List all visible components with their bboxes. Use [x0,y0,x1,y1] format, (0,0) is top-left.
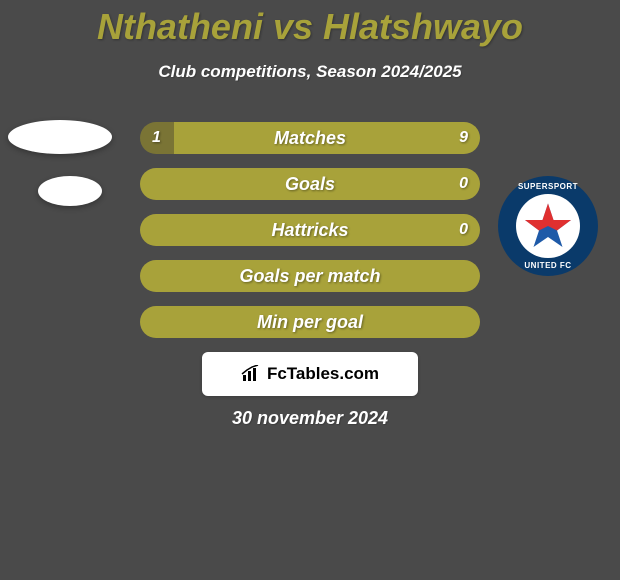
stat-bar-matches: Matches1 9 [140,122,480,154]
badge-text-top: SUPERSPORT [498,182,598,191]
stat-bar-goals-per-match: Goals per match [140,260,480,292]
bar-value-left: 1 [152,122,161,154]
bar-value-right: 0 [459,168,468,200]
player-avatar-left-1 [38,176,102,206]
bar-label: Matches [140,122,480,154]
player-avatar-left-0 [8,120,112,154]
footer-brand-text: FcTables.com [267,364,379,384]
footer-brand-box: FcTables.com [202,352,418,396]
date-text: 30 november 2024 [0,408,620,429]
stat-bar-min-per-goal: Min per goal [140,306,480,338]
bar-label: Goals [140,168,480,200]
bar-label: Min per goal [140,306,480,338]
star-icon [523,201,573,251]
page-title: Nthatheni vs Hlatshwayo [0,0,620,48]
bar-value-right: 0 [459,214,468,246]
stat-bar-goals: Goals0 [140,168,480,200]
bar-value-right: 9 [459,122,468,154]
stat-bars: Matches19Goals0Hattricks0Goals per match… [140,122,480,352]
bar-label: Hattricks [140,214,480,246]
bar-label: Goals per match [140,260,480,292]
club-badge: SUPERSPORT UNITED FC [498,176,598,276]
page-subtitle: Club competitions, Season 2024/2025 [0,62,620,82]
badge-text-bottom: UNITED FC [498,261,598,270]
chart-icon [241,365,263,383]
stat-bar-hattricks: Hattricks0 [140,214,480,246]
